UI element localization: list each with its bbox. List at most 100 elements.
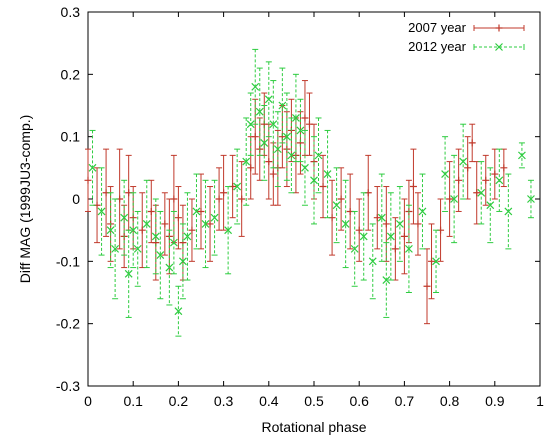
x-tick-label: 0.8	[440, 393, 460, 409]
legend-marker	[495, 24, 503, 32]
data-point	[301, 114, 309, 122]
data-point	[500, 164, 508, 172]
data-point	[251, 133, 259, 141]
y-tick-label: -0.2	[56, 316, 80, 332]
y-tick-label: 0.2	[61, 66, 81, 82]
data-point	[287, 151, 296, 160]
x-tick-label: 0.6	[349, 393, 369, 409]
data-point	[404, 244, 413, 253]
data-point	[301, 163, 309, 172]
data-point	[215, 195, 223, 203]
data-point	[264, 95, 273, 104]
legend-label-2012: 2012 year	[408, 39, 466, 54]
data-point	[188, 226, 196, 234]
x-tick-label: 0.4	[259, 393, 279, 409]
data-point	[337, 195, 345, 203]
data-point	[247, 164, 255, 172]
data-point	[310, 176, 318, 185]
data-point	[464, 164, 472, 172]
y-tick-label: 0	[72, 191, 80, 207]
data-point	[169, 238, 178, 247]
data-point	[278, 101, 287, 110]
data-series	[84, 48, 535, 337]
data-point	[282, 132, 291, 141]
data-point	[314, 151, 323, 160]
data-point	[111, 244, 120, 253]
data-point	[220, 189, 228, 197]
data-point	[246, 120, 255, 129]
data-point	[124, 269, 133, 278]
data-point	[201, 220, 210, 228]
data-point	[409, 183, 417, 191]
data-point	[260, 138, 269, 147]
data-point	[273, 145, 282, 154]
data-point	[319, 183, 327, 191]
data-point	[432, 257, 440, 266]
data-point	[428, 257, 436, 265]
data-point	[391, 245, 399, 253]
x-tick-label: 0.1	[123, 393, 143, 409]
data-point	[386, 232, 395, 241]
data-point	[238, 195, 246, 203]
legend-marker	[495, 43, 503, 51]
data-point	[459, 157, 468, 166]
y-tick-label: -0.3	[56, 378, 80, 394]
data-point	[355, 226, 363, 234]
legend-sample-2012	[473, 43, 525, 51]
data-point	[486, 201, 495, 210]
data-point	[382, 276, 391, 284]
data-point	[84, 176, 92, 184]
data-point	[504, 207, 513, 216]
data-point	[269, 170, 277, 178]
data-point	[255, 107, 264, 116]
data-point	[142, 220, 151, 228]
data-point	[206, 220, 214, 228]
data-point	[151, 232, 160, 241]
data-point	[170, 195, 178, 203]
data-point	[224, 226, 233, 235]
x-axis-title: Rotational phase	[261, 419, 366, 435]
x-tick-label: 0.5	[304, 393, 324, 409]
legend: 2007 year 2012 year	[408, 20, 525, 54]
axis-ticks: 0 0.1 0.2 0.3 0.4 0.5 0.6 0.7 0.8 0.9 1 -0.3 -0.2 -0.…	[56, 4, 544, 409]
data-point	[495, 176, 504, 185]
data-point	[296, 126, 305, 135]
data-point	[106, 226, 115, 235]
data-point	[129, 226, 138, 235]
data-point	[133, 244, 142, 253]
data-point	[382, 220, 390, 228]
data-point	[178, 257, 187, 266]
data-point	[174, 214, 182, 222]
data-point	[156, 251, 165, 260]
x-tick-label: 0.7	[395, 393, 415, 409]
data-point	[242, 157, 251, 166]
data-point	[446, 195, 454, 203]
data-point	[359, 232, 368, 241]
data-point	[165, 263, 174, 272]
data-point	[423, 282, 431, 290]
data-point	[468, 139, 476, 147]
data-point	[183, 232, 192, 241]
legend-sample-2007	[473, 24, 525, 32]
data-point	[192, 207, 201, 216]
data-point	[373, 214, 381, 222]
data-point	[441, 170, 450, 178]
data-point	[174, 307, 183, 316]
data-point	[88, 163, 97, 172]
y-axis-title: Diff MAG (1999JU3-comp.)	[17, 115, 33, 284]
data-point	[477, 188, 486, 197]
data-point	[482, 176, 490, 184]
data-point	[265, 158, 273, 166]
data-point	[332, 201, 341, 210]
data-point	[400, 232, 408, 240]
data-point	[377, 213, 386, 222]
data-point	[395, 220, 404, 228]
data-point	[269, 120, 278, 129]
data-point	[210, 213, 219, 222]
data-point	[138, 226, 146, 234]
data-point	[418, 207, 427, 216]
legend-label-2007: 2007 year	[408, 20, 466, 35]
data-point	[517, 151, 526, 160]
x-tick-label: 0.9	[485, 393, 505, 409]
